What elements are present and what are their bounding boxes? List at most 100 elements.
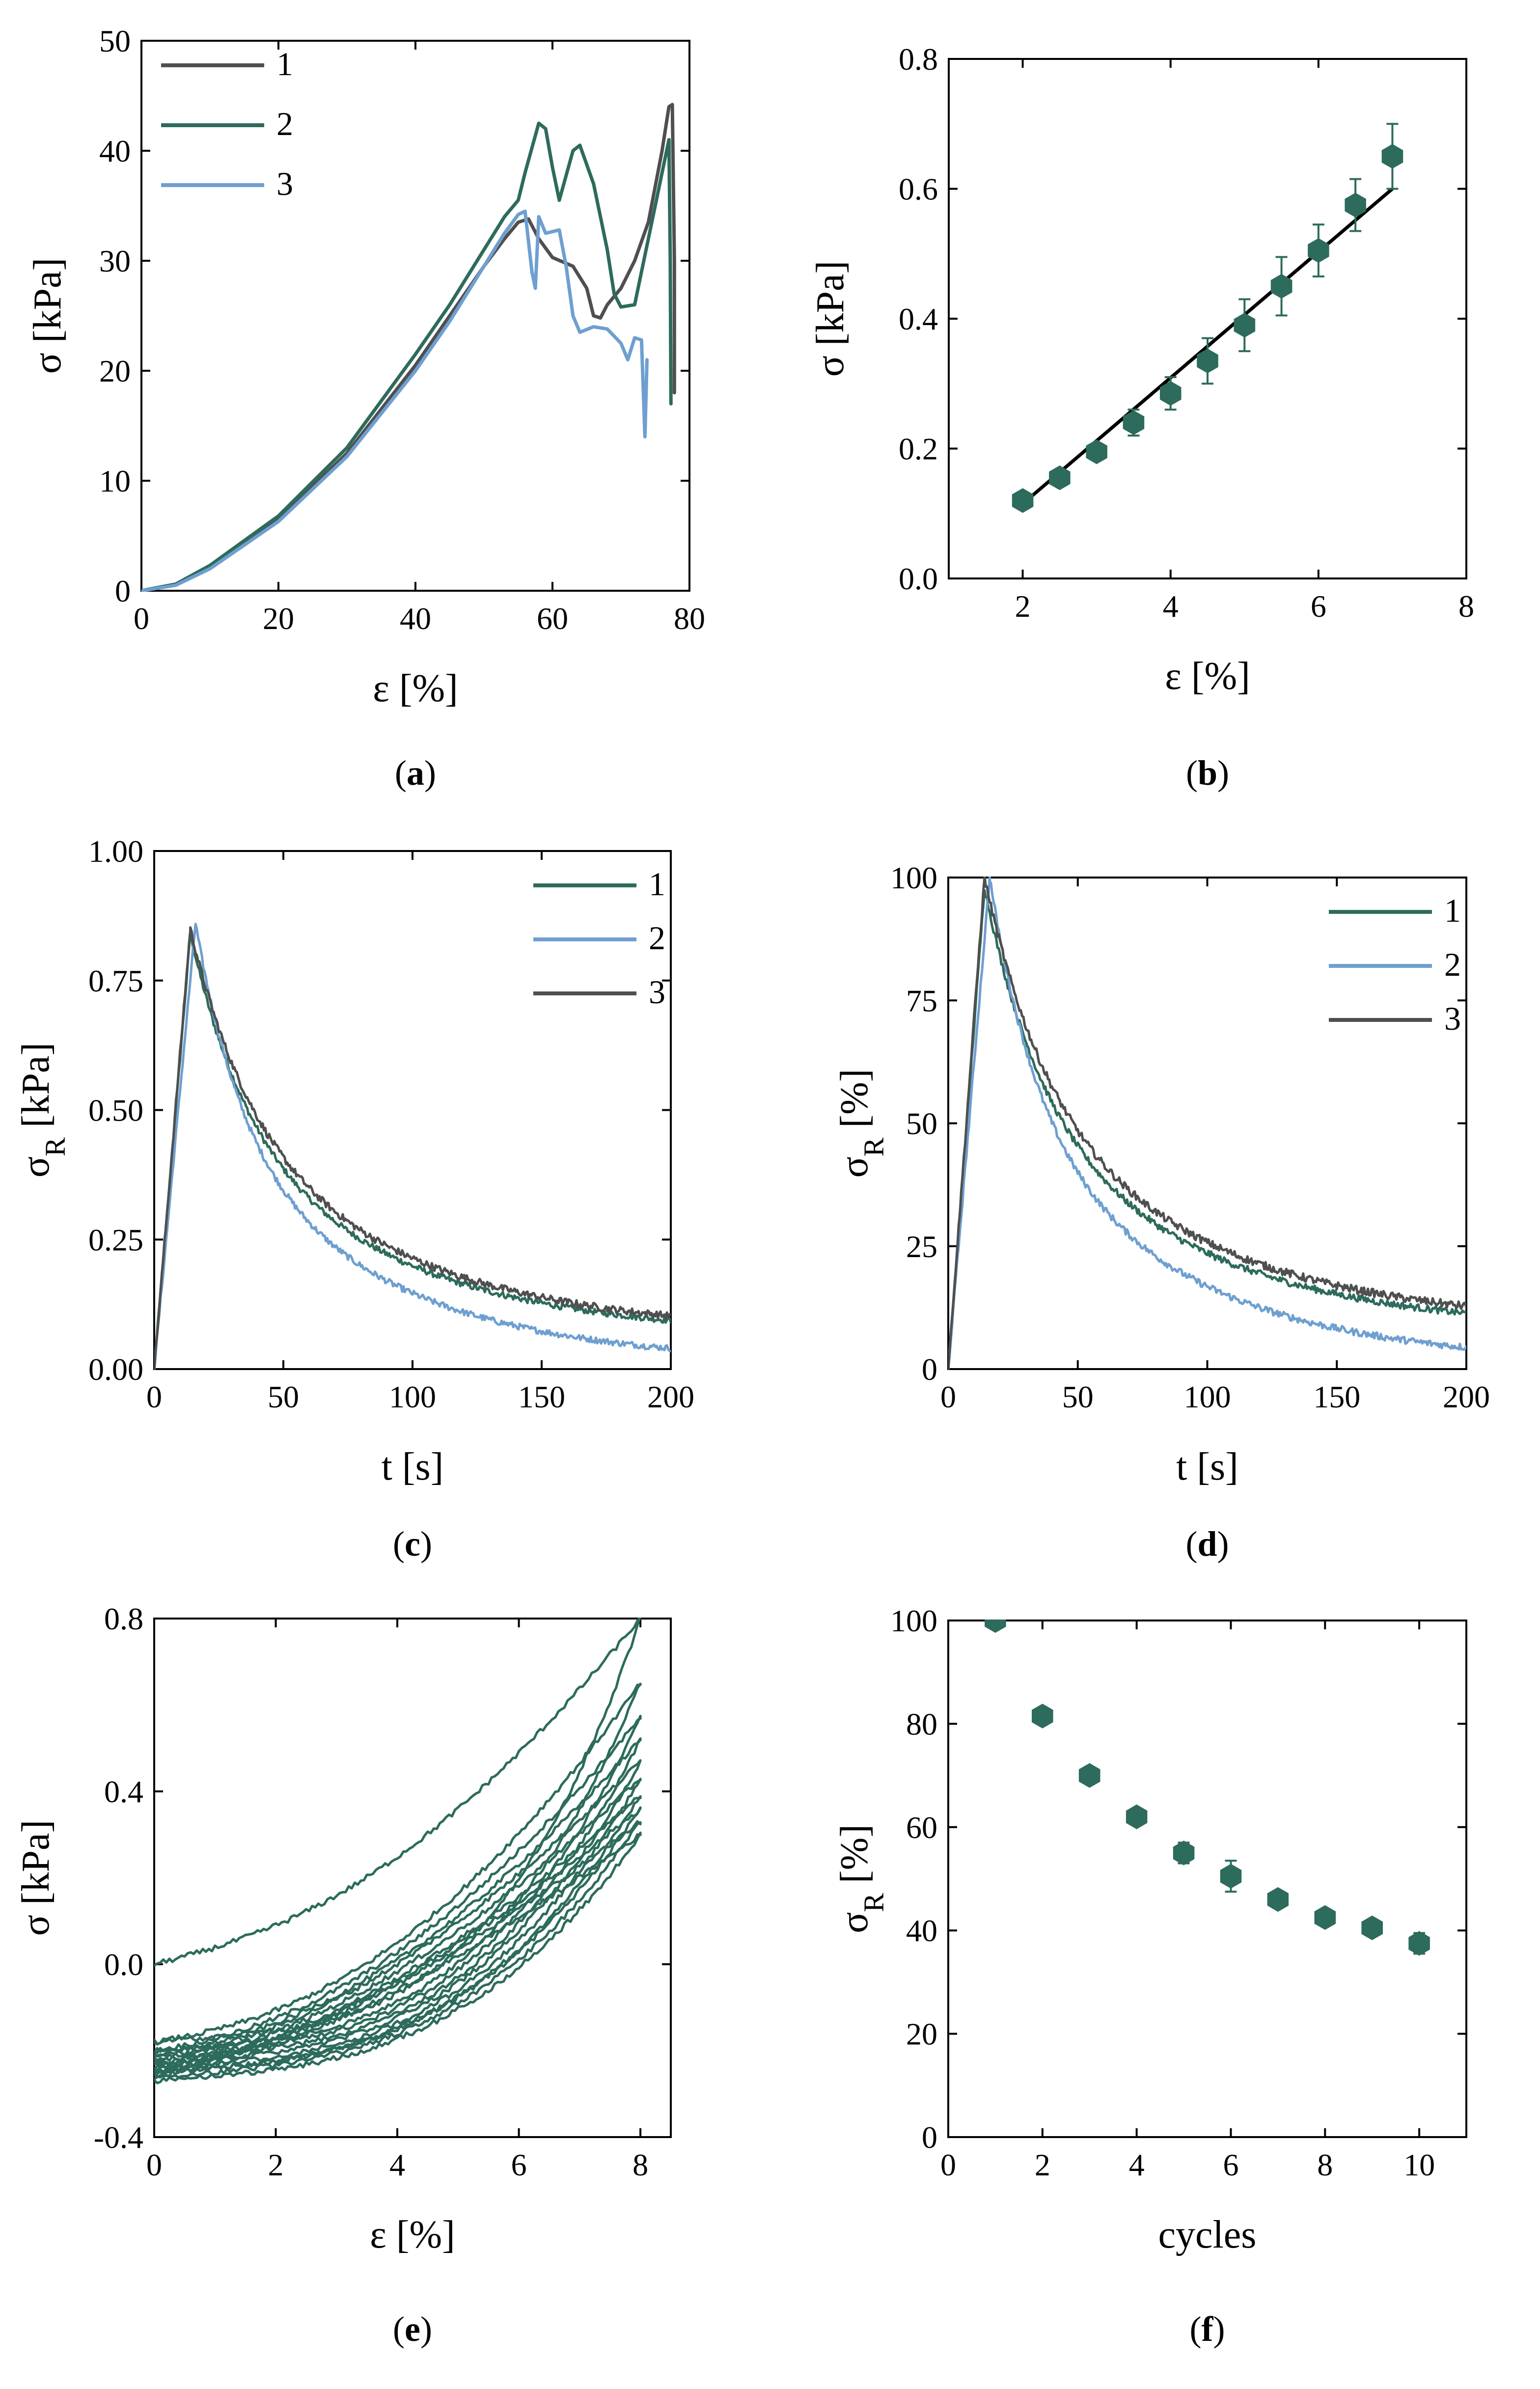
cycle-curve: [154, 1820, 642, 2079]
x-tick-label: 2: [1035, 2147, 1050, 2182]
x-tick-label: 0: [940, 1379, 956, 1414]
y-tick-label: 0: [115, 574, 131, 608]
cycle-curve: [154, 1831, 642, 2085]
panel-letter: b: [1198, 753, 1217, 793]
x-axis-label: ε [%]: [373, 667, 458, 710]
y-tick-label: 0.25: [88, 1222, 143, 1257]
axis-frame: [153, 1618, 672, 2138]
y-label-subscript: R: [858, 1893, 890, 1912]
panel-b: 2 4 6 8 0.0 0.2 0.4 0.6 0.8 ε [%] σ [kPa] (b): [809, 42, 1474, 793]
x-tick-label: 4: [1163, 589, 1179, 624]
y-axis-label: σ [kPa]: [26, 258, 69, 374]
x-tick-label: 200: [1443, 1379, 1490, 1414]
legend-label: 2: [1444, 946, 1461, 983]
data-point: [1032, 1703, 1053, 1729]
y-tick-label: 0.8: [899, 42, 938, 77]
data-point: [1234, 313, 1256, 338]
panel-e: 0 2 4 6 8 -0.4 0.0 0.4 0.8 ε [%] σ [kPa] (e): [14, 1601, 672, 2349]
panel-label: (e): [393, 2309, 432, 2349]
panel-letter: c: [405, 1524, 420, 1564]
legend-label: 1: [276, 45, 293, 82]
panel-letter: d: [1197, 1524, 1217, 1564]
series-line-1: [154, 933, 671, 1370]
y-tick-label: 100: [890, 1603, 937, 1638]
x-tick-label: 0: [134, 601, 149, 636]
x-axis-label: ε [%]: [370, 2213, 455, 2256]
y-tick-label: 0.4: [104, 1774, 143, 1809]
y-tick-label: 10: [99, 464, 131, 498]
y-axis-label: σR [kPa]: [14, 1043, 71, 1178]
y-label-symbol: σ: [833, 1912, 876, 1933]
axis-frame: [947, 1620, 1467, 2138]
plot-area: [1012, 123, 1403, 513]
plot-area: [154, 1618, 642, 2085]
data-point: [1123, 410, 1145, 435]
x-tick-label: 50: [268, 1379, 299, 1414]
data-point: [1361, 1915, 1383, 1941]
y-tick-label: 0.50: [88, 1093, 143, 1128]
panel-letter: e: [405, 2309, 420, 2349]
data-point: [1381, 144, 1403, 169]
y-tick-label: 1.00: [88, 834, 143, 869]
y-axis-label: σ [kPa]: [809, 261, 852, 377]
x-tick-label: 4: [1129, 2147, 1145, 2182]
y-tick-label: 20: [99, 354, 131, 388]
y-tick-label: 0.6: [899, 172, 938, 207]
cycle-curve: [154, 1778, 642, 2071]
panel-letter: f: [1202, 2309, 1214, 2349]
x-tick-label: 150: [1313, 1379, 1360, 1414]
y-tick-label: 0.0: [104, 1947, 143, 1982]
cycle-curve: [154, 1682, 642, 2054]
y-tick-label: 40: [906, 1913, 937, 1948]
y-tick-label: 80: [906, 1706, 937, 1741]
x-tick-label: 0: [146, 2147, 162, 2182]
data-point: [1267, 1887, 1289, 1912]
cycle-curve: [154, 1806, 642, 2076]
series-line-2: [948, 877, 1466, 1370]
panel-d: 0 50 100 150 200 0 25 50 75 100 t [s] σR [%] (d) 1 2 3: [833, 860, 1490, 1564]
legend-label: 3: [276, 165, 293, 202]
panel-label: (d): [1185, 1524, 1229, 1564]
panel-c: 0 50 100 150 200 0.00 0.25 0.50 0.75 1.00 t [s] σR …: [14, 834, 694, 1564]
x-tick-label: 80: [674, 601, 705, 636]
panel-letter: a: [407, 753, 424, 793]
x-tick-label: 40: [400, 601, 431, 636]
data-point: [1012, 488, 1034, 513]
data-point: [1126, 1804, 1148, 1829]
x-tick-label: 50: [1062, 1379, 1094, 1414]
x-tick-label: 8: [1317, 2147, 1333, 2182]
y-tick-label: 40: [99, 134, 131, 168]
series-line-3: [141, 209, 649, 592]
x-tick-label: 60: [537, 601, 568, 636]
legend-label: 2: [649, 919, 665, 957]
cycle-curve: [154, 1795, 642, 2076]
y-tick-label: 0.2: [899, 432, 938, 467]
data-point: [1314, 1905, 1336, 1930]
y-tick-label: 30: [99, 244, 131, 278]
x-tick-label: 0: [940, 2147, 956, 2182]
y-label-unit: [%]: [833, 1069, 876, 1138]
data-point: [1197, 348, 1218, 374]
legend-label: 2: [276, 105, 293, 142]
y-tick-label: 0: [922, 2120, 937, 2155]
data-point: [1270, 274, 1292, 299]
x-tick-label: 200: [647, 1379, 694, 1414]
panel-label: (b): [1186, 753, 1229, 793]
x-axis-label: t [s]: [1176, 1445, 1238, 1488]
y-tick-label: 60: [906, 1810, 937, 1845]
data-point: [1308, 238, 1329, 263]
y-axis-label: σ [kPa]: [14, 1820, 57, 1936]
x-tick-label: 6: [1311, 589, 1326, 624]
y-tick-label: 0: [922, 1352, 937, 1387]
series-line-1: [948, 889, 1466, 1368]
legend-label: 3: [649, 973, 665, 1011]
y-tick-label: 25: [906, 1229, 937, 1264]
legend-label: 1: [649, 865, 665, 903]
series-line-2: [154, 923, 671, 1370]
data-point: [985, 1620, 1006, 1633]
plot-area: [948, 877, 1466, 1370]
panel-label: (a): [395, 753, 436, 793]
y-tick-label: 75: [906, 983, 937, 1018]
y-label-symbol: σ: [833, 1156, 876, 1178]
